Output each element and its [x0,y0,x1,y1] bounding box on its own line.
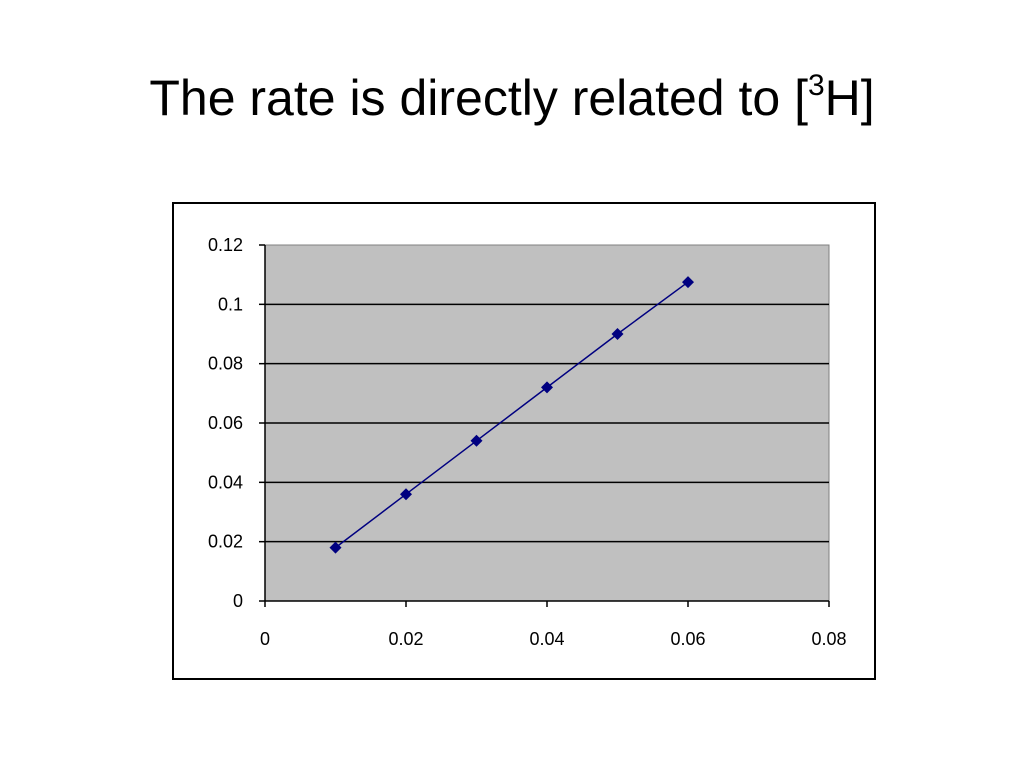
slide-title-tail: H] [824,70,875,126]
data-point-0-2 [470,434,483,447]
y-tick-label-6: 0.12 [208,235,243,255]
y-tick-label-5: 0.1 [218,294,243,314]
data-point-0-5 [682,276,694,289]
y-tick-label-4: 0.08 [208,354,243,374]
x-tick-label-1: 0.02 [388,629,423,649]
y-tick-label-2: 0.04 [208,472,243,492]
slide-title-superscript: 3 [807,69,825,102]
series-group [329,276,694,554]
x-ticks: 0 0.02 0.04 0.06 0.08 [260,601,847,649]
x-tick-label-4: 0.08 [811,629,846,649]
gridlines [265,303,829,543]
x-tick-label-2: 0.04 [529,629,564,649]
data-point-0-3 [541,381,553,394]
y-ticks: 0 0.02 0.04 0.06 0.08 0.1 0.12 [208,235,265,611]
data-point-0-4 [611,328,624,340]
slide-title-text: The rate is directly related to [ [149,70,808,126]
slide-title: The rate is directly related to [3H] [0,62,1024,134]
y-tick-label-0: 0 [233,591,243,611]
y-tick-label-1: 0.02 [208,532,243,552]
data-point-0-0 [329,541,342,554]
series-line-0 [335,281,689,549]
x-tick-label-0: 0 [260,629,270,649]
y-tick-label-3: 0.06 [208,413,243,433]
data-point-0-1 [400,488,412,501]
x-tick-label-3: 0.06 [670,629,705,649]
